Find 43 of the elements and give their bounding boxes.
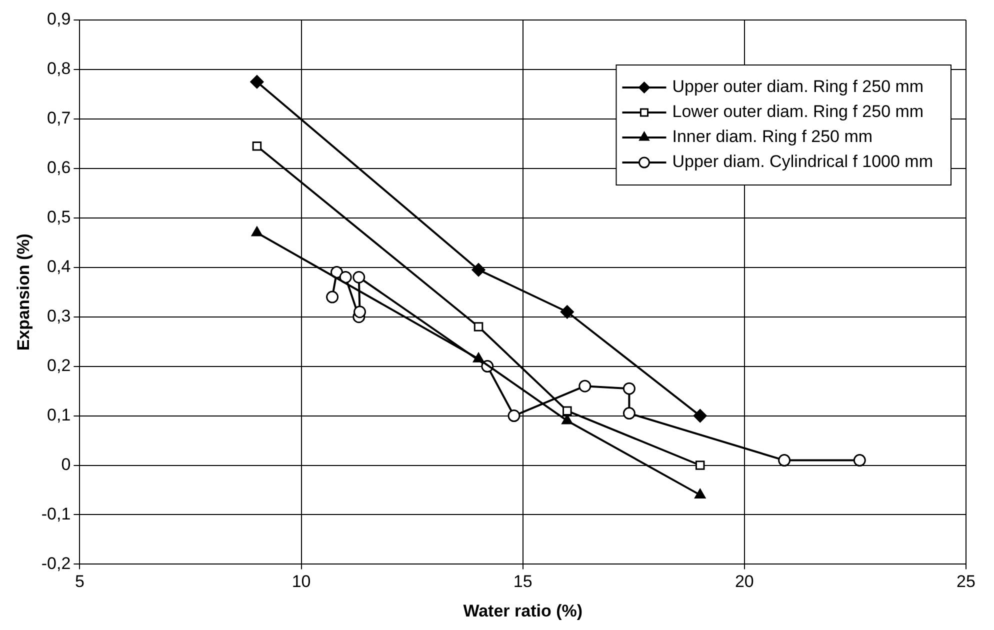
point [474,322,484,332]
point [326,290,339,304]
x-axis-title: Water ratio (%) [463,601,583,620]
point [352,271,366,284]
point [695,460,705,470]
y-tick-label: 0,2 [47,356,71,375]
legend-label: Inner diam. Ring f 250 mm [672,127,873,146]
y-tick-label: 0,6 [47,158,71,178]
point [622,382,636,395]
point [339,271,352,284]
point [693,409,707,423]
point [472,263,486,277]
y-axis-title: Expansion (%) [14,234,33,351]
y-tick-label: 0,5 [47,208,71,227]
point [562,406,572,416]
x-tick-label: 10 [292,572,311,592]
y-tick-label: 0 [61,454,71,474]
point [853,454,866,467]
y-tick-label: 0,8 [47,59,71,78]
point [508,410,520,422]
point [560,305,574,319]
point [778,454,791,467]
x-tick-label: 20 [734,572,754,592]
point [473,352,484,362]
point [622,407,636,420]
y-tick-label: 0,9 [47,10,71,29]
x-tick-label: 15 [513,572,532,592]
legend-label: Lower outer diam. Ring f 250 mm [672,102,924,122]
x-tick-label: 25 [956,572,976,592]
legend-label: Upper outer diam. Ring f 250 mm [672,77,924,96]
legend-label: Upper diam. Cylindrical f 1000 mm [672,152,934,172]
x-tick-label: 5 [74,572,84,592]
y-tick-label: -0,2 [41,554,71,573]
point [578,380,592,392]
y-tick-label: 0,4 [47,257,71,276]
point [694,488,706,498]
point [252,142,262,151]
y-tick-label: 0,1 [47,405,71,424]
point [354,306,366,318]
y-tick-label: 0,3 [47,306,71,326]
y-tick-label: 0,7 [47,108,71,128]
point [250,75,264,89]
y-tick-label: -0,1 [41,504,71,524]
